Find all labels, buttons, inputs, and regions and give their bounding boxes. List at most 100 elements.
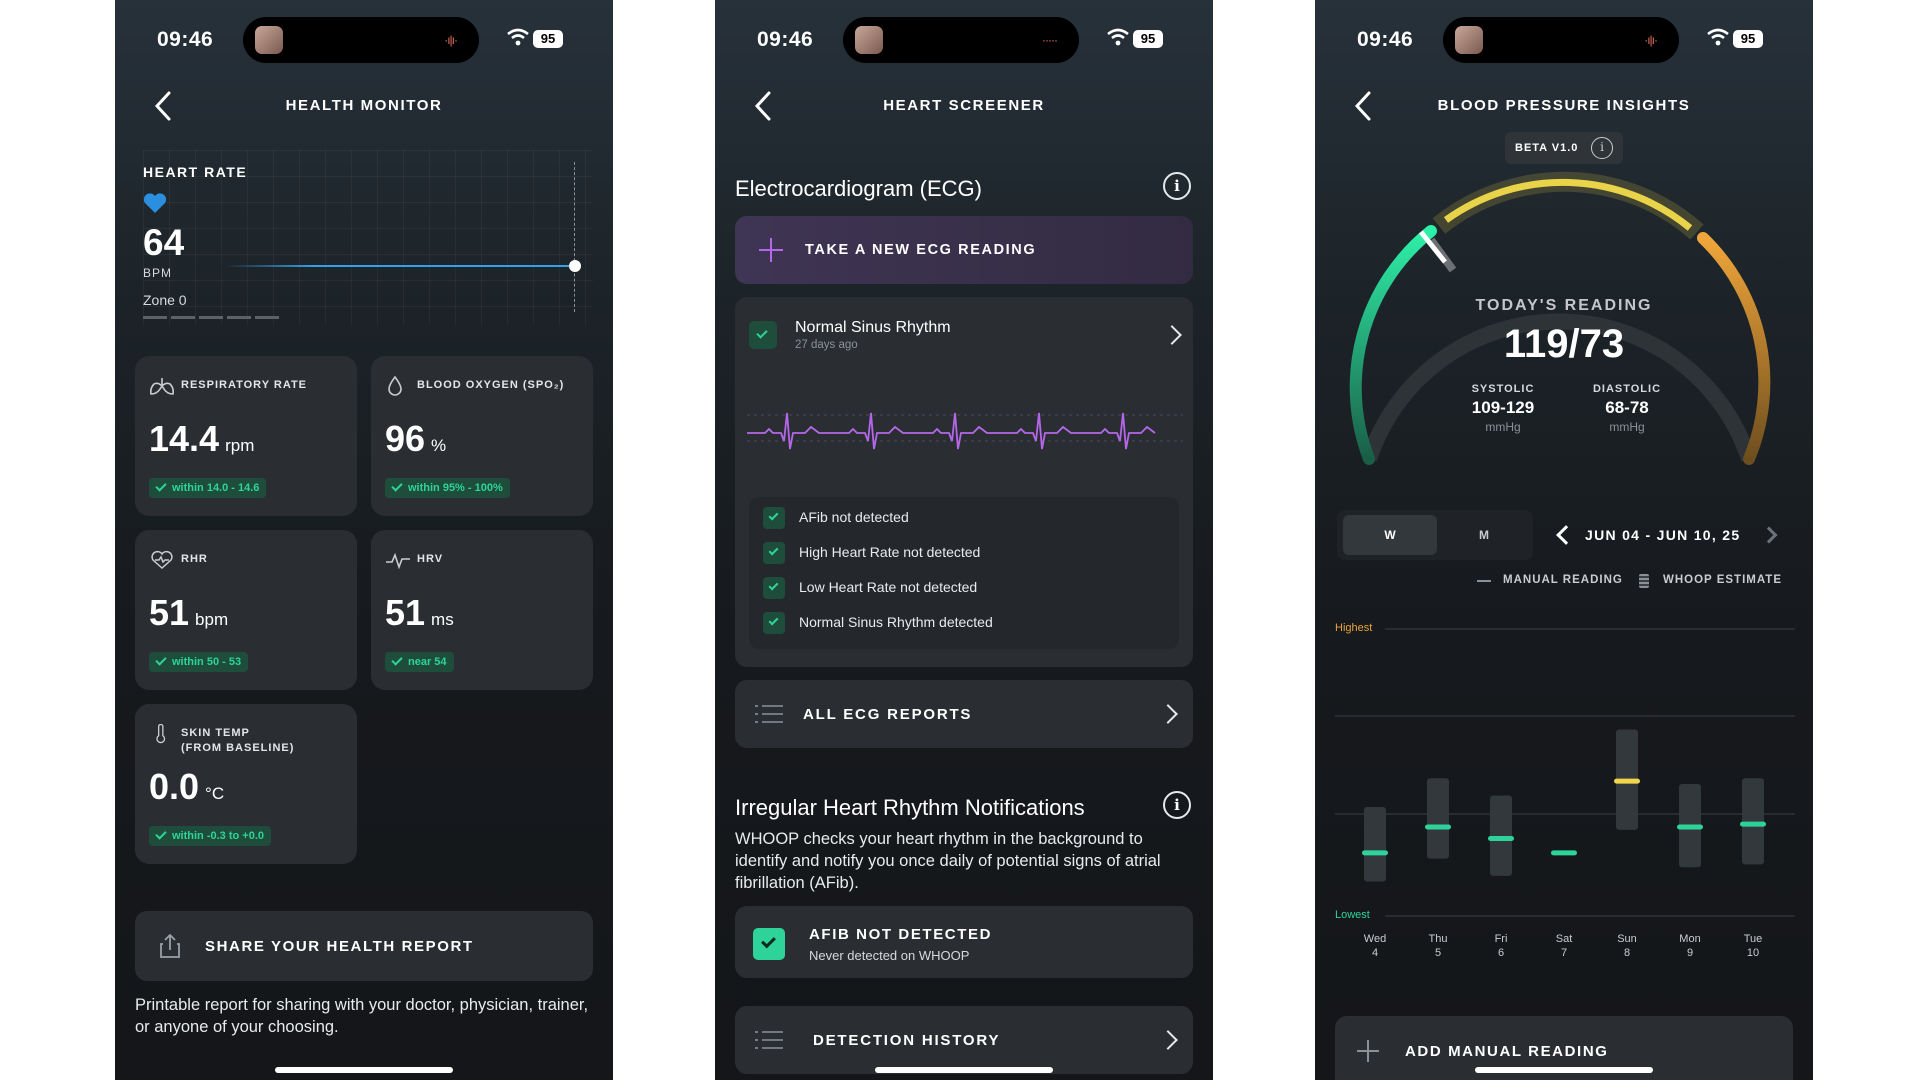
todays-reading-label: TODAY'S READING bbox=[1475, 297, 1653, 314]
heart-rate-current-dot bbox=[569, 260, 581, 272]
chevron-right-icon[interactable] bbox=[1162, 325, 1182, 345]
back-arrow-icon[interactable] bbox=[1351, 90, 1377, 122]
metric-label: RHR bbox=[181, 553, 208, 565]
metric-card-rhr[interactable]: RHR 51 bpm within 50 - 53 bbox=[135, 530, 357, 690]
x-axis-day-label: Wed 4 bbox=[1363, 933, 1387, 959]
audio-wave-icon: ····· bbox=[1042, 33, 1058, 47]
beta-badge[interactable]: BETA V1.0 i bbox=[1505, 132, 1623, 164]
page-title: HEALTH MONITOR bbox=[285, 97, 443, 114]
x-axis-day-label: Tue 10 bbox=[1743, 933, 1763, 959]
wifi-icon bbox=[1707, 28, 1729, 46]
afib-status-title: AFIB NOT DETECTED bbox=[809, 926, 993, 943]
tab-week[interactable]: W bbox=[1343, 515, 1437, 555]
metric-card-skin-temp[interactable]: SKIN TEMP (FROM BASELINE) 0.0 °C within -0… bbox=[135, 704, 357, 864]
heart-pulse-icon bbox=[151, 550, 173, 570]
ecg-result-card[interactable]: Normal Sinus Rhythm 27 days ago AFib not… bbox=[735, 297, 1193, 667]
bp-reading-mark bbox=[1677, 824, 1703, 830]
detection-history-button[interactable]: DETECTION HISTORY bbox=[735, 1006, 1193, 1074]
ecg-result-title: Normal Sinus Rhythm bbox=[795, 319, 951, 336]
droplet-icon bbox=[388, 376, 402, 396]
nav-header: HEALTH MONITOR bbox=[115, 86, 613, 126]
metric-range-badge: within 50 - 53 bbox=[149, 652, 249, 672]
hrv-wave-icon bbox=[386, 552, 410, 570]
metric-label: RESPIRATORY RATE bbox=[181, 379, 308, 391]
legend-whoop-estimate: WHOOP ESTIMATE bbox=[1639, 574, 1782, 588]
bp-range-bar bbox=[1427, 778, 1449, 859]
list-icon bbox=[755, 1031, 783, 1049]
metric-range-badge: within 95% - 100% bbox=[385, 478, 510, 498]
all-ecg-reports-button[interactable]: ALL ECG REPORTS bbox=[735, 680, 1193, 748]
share-label: SHARE YOUR HEALTH REPORT bbox=[205, 938, 474, 955]
audio-wave-icon: ·ı|ı· bbox=[1644, 33, 1658, 47]
ecg-result-date: 27 days ago bbox=[795, 339, 858, 351]
metric-label: SKIN TEMP (FROM BASELINE) bbox=[181, 727, 295, 754]
heart-rate-unit: BPM bbox=[143, 266, 173, 280]
info-icon[interactable]: i bbox=[1163, 172, 1191, 200]
bp-range-bar bbox=[1742, 778, 1764, 865]
battery-icon: 95 bbox=[1733, 30, 1763, 48]
heart-rate-trend-line bbox=[225, 265, 575, 267]
bp-reading-mark bbox=[1551, 850, 1577, 856]
dynamic-island: ····· bbox=[843, 17, 1079, 63]
plus-icon bbox=[1357, 1040, 1379, 1062]
metric-label: HRV bbox=[417, 553, 444, 565]
metric-range-badge: within -0.3 to +0.0 bbox=[149, 826, 271, 846]
audio-wave-icon: ·ı|ı· bbox=[444, 33, 458, 47]
nav-header: HEART SCREENER bbox=[715, 86, 1213, 126]
date-range: JUN 04 - JUN 10, 25 bbox=[1585, 527, 1741, 543]
status-time: 09:46 bbox=[157, 28, 214, 51]
health-monitor-screen: 09:46 ·ı|ı· 95 HEALTH MONITOR HEART RATE… bbox=[115, 0, 613, 1080]
x-axis-day-label: Sat 7 bbox=[1555, 933, 1573, 959]
check-icon bbox=[763, 577, 785, 599]
tab-month[interactable]: M bbox=[1479, 528, 1489, 542]
x-axis-day-label: Fri 6 bbox=[1494, 933, 1508, 959]
metric-card-respiratory-rate[interactable]: RESPIRATORY RATE 14.4 rpm within 14.0 - 1… bbox=[135, 356, 357, 516]
metric-card-hrv[interactable]: HRV 51 ms near 54 bbox=[371, 530, 593, 690]
irn-description: WHOOP checks your heart rhythm in the ba… bbox=[735, 830, 1161, 892]
heart-screener-screen: 09:46 ····· 95 HEART SCREENER Electrocar… bbox=[715, 0, 1213, 1080]
afib-status-card[interactable]: AFIB NOT DETECTED Never detected on WHOO… bbox=[735, 906, 1193, 978]
lungs-icon bbox=[150, 378, 174, 395]
take-ecg-reading-label: TAKE A NEW ECG READING bbox=[805, 242, 1037, 258]
back-arrow-icon[interactable] bbox=[151, 90, 177, 122]
info-icon[interactable]: i bbox=[1163, 791, 1191, 819]
chevron-right-icon[interactable] bbox=[1760, 526, 1778, 544]
share-description: Printable report for sharing with your d… bbox=[135, 996, 589, 1036]
heart-icon bbox=[143, 193, 167, 213]
detection-history-label: DETECTION HISTORY bbox=[813, 1032, 1001, 1049]
home-indicator[interactable] bbox=[1475, 1067, 1653, 1073]
status-time: 09:46 bbox=[1357, 28, 1414, 51]
dynamic-island: ·ı|ı· bbox=[243, 17, 479, 63]
take-ecg-reading-button[interactable]: TAKE A NEW ECG READING bbox=[735, 216, 1193, 284]
metric-label: BLOOD OXYGEN (SPO₂) bbox=[417, 379, 565, 391]
bp-chart-svg bbox=[1335, 628, 1795, 917]
bp-reading-mark bbox=[1614, 778, 1640, 784]
afib-status-sub: Never detected on WHOOP bbox=[809, 948, 970, 963]
media-thumbnail bbox=[855, 26, 883, 54]
home-indicator[interactable] bbox=[875, 1067, 1053, 1073]
chart-highest-label: Highest bbox=[1335, 622, 1373, 634]
back-arrow-icon[interactable] bbox=[751, 90, 777, 122]
metric-value: 51 bpm bbox=[149, 592, 229, 633]
media-thumbnail bbox=[255, 26, 283, 54]
heart-rate-panel[interactable]: HEART RATE 64 BPM Zone 0 bbox=[143, 150, 593, 325]
media-thumbnail bbox=[1455, 26, 1483, 54]
share-health-report-button[interactable]: SHARE YOUR HEALTH REPORT bbox=[135, 911, 593, 981]
list-icon bbox=[755, 705, 783, 723]
ecg-waveform bbox=[747, 412, 1183, 450]
legend-manual-reading: MANUAL READING bbox=[1477, 574, 1623, 586]
bp-range-bar bbox=[1364, 806, 1386, 882]
battery-icon: 95 bbox=[1133, 30, 1163, 48]
zone-indicator bbox=[143, 316, 279, 319]
chevron-right-icon bbox=[1158, 704, 1178, 724]
chart-lowest-label: Lowest bbox=[1335, 909, 1370, 921]
info-icon[interactable]: i bbox=[1591, 137, 1613, 159]
metric-range-badge: near 54 bbox=[385, 652, 454, 672]
share-icon bbox=[160, 933, 180, 958]
home-indicator[interactable] bbox=[275, 1067, 453, 1073]
ecg-checklist: AFib not detected High Heart Rate not de… bbox=[749, 497, 1179, 649]
chevron-left-icon[interactable] bbox=[1556, 525, 1576, 545]
nav-header: BLOOD PRESSURE INSIGHTS bbox=[1315, 86, 1813, 126]
dynamic-island: ·ı|ı· bbox=[1443, 17, 1679, 63]
metric-card-blood-oxygen[interactable]: BLOOD OXYGEN (SPO₂) 96% within 95% - 100… bbox=[371, 356, 593, 516]
